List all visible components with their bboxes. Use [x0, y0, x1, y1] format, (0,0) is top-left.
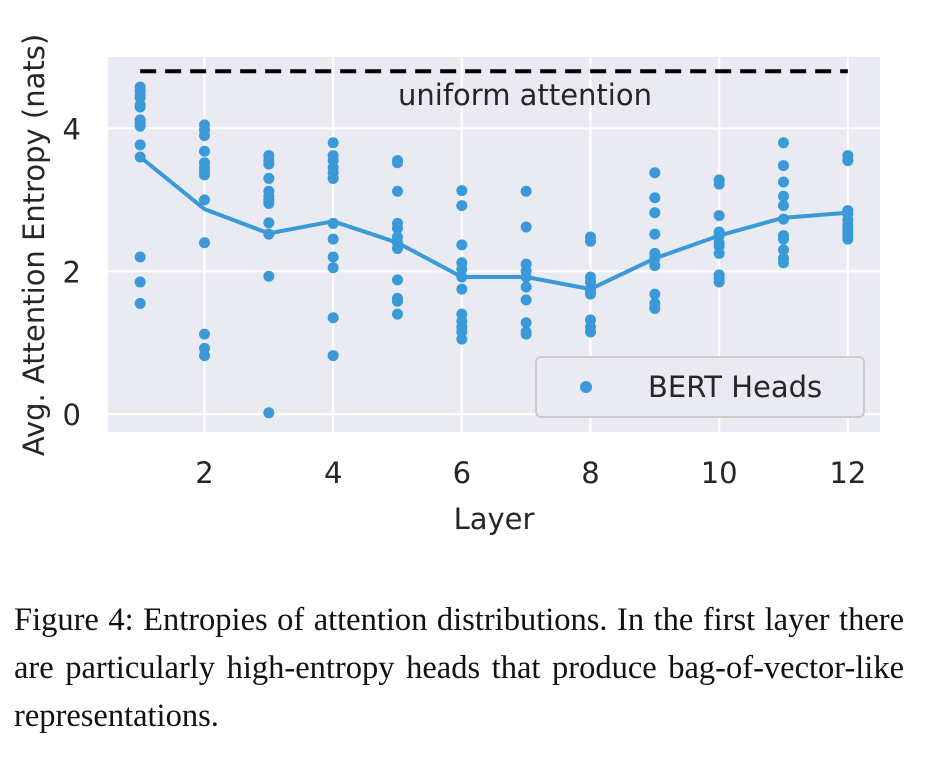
bert-head-point [263, 217, 275, 229]
y-tick-label: 2 [63, 255, 81, 289]
bert-head-point [520, 294, 532, 306]
bert-head-point [392, 295, 403, 307]
bert-head-point [778, 233, 789, 245]
mean-entropy-path [138, 155, 848, 292]
bert-head-point [327, 350, 339, 362]
bert-head-point [392, 308, 403, 320]
bert-head-point [199, 194, 210, 206]
bert-head-point [456, 271, 468, 283]
y-axis-label: Avg. Attention Entropy (nats) [17, 34, 51, 456]
bert-head-point [134, 251, 146, 263]
bert-head-point [778, 160, 789, 172]
bert-head-point [263, 228, 275, 240]
bert-head-point [778, 137, 789, 149]
bert-head-point [263, 197, 275, 209]
bert-head-point [778, 190, 789, 202]
bert-head-point [134, 276, 146, 288]
bert-head-point [778, 200, 789, 212]
bert-head-point [456, 200, 468, 212]
bert-head-point [520, 317, 532, 329]
bert-head-point [392, 274, 403, 286]
bert-head-point [520, 281, 532, 293]
legend-marker [580, 381, 592, 393]
x-axis-label: Layer [454, 502, 535, 536]
y-tick-labels: 0 2 4 [63, 112, 81, 432]
bert-head-point [327, 172, 339, 184]
bert-head-point [778, 176, 789, 188]
bert-head-point [199, 350, 210, 362]
bert-head-point [649, 228, 661, 240]
bert-head-point [585, 326, 596, 338]
bert-head-point [520, 185, 532, 197]
bert-head-point [713, 276, 725, 288]
bert-head-point [199, 328, 210, 340]
bert-head-point [778, 213, 789, 225]
bert-head-point [842, 233, 854, 245]
bert-head-point [520, 221, 532, 233]
bert-head-point [199, 145, 210, 157]
bert-head-point [134, 101, 146, 113]
bert-head-point [327, 312, 339, 324]
x-tick-label: 6 [453, 456, 471, 490]
bert-head-point [392, 185, 403, 197]
bert-head-point [456, 185, 468, 197]
bert-head-point [327, 251, 339, 263]
bert-head-point [134, 139, 146, 151]
bert-head-point [456, 283, 468, 295]
bert-head-point [713, 247, 725, 259]
bert-head-point [392, 157, 403, 169]
bert-heads-points [134, 81, 854, 419]
bert-head-point [392, 242, 403, 254]
bert-head-point [585, 288, 596, 300]
legend-label: BERT Heads [648, 370, 822, 404]
x-tick-label: 4 [324, 456, 342, 490]
bert-head-point [263, 158, 275, 170]
bert-head-point [456, 239, 468, 251]
bert-head-point [778, 244, 789, 256]
y-tick-label: 4 [63, 112, 81, 146]
bert-head-point [199, 130, 210, 142]
mean-entropy-line [138, 155, 848, 292]
bert-head-point [392, 222, 403, 234]
bert-head-point [199, 237, 210, 249]
bert-head-point [327, 217, 339, 229]
bert-head-point [585, 235, 596, 247]
figure-caption: Figure 4: Entropies of attention distrib… [14, 602, 904, 734]
legend: BERT Heads [535, 356, 865, 418]
bert-head-point [649, 167, 661, 179]
bert-head-point [713, 210, 725, 222]
bert-head-point [134, 151, 146, 163]
bert-head-point [456, 333, 468, 345]
bert-head-point [134, 297, 146, 309]
bert-head-point [649, 192, 661, 204]
uniform-attention-label: uniform attention [398, 78, 652, 112]
bert-head-point [649, 260, 661, 272]
bert-head-point [520, 271, 532, 283]
bert-head-point [649, 207, 661, 219]
bert-head-point [778, 257, 789, 269]
bert-head-point [649, 288, 661, 300]
x-tick-labels: 2 4 6 8 10 12 [195, 456, 866, 490]
legend-box [535, 356, 865, 418]
y-tick-label: 0 [63, 398, 81, 432]
bert-head-point [263, 407, 275, 419]
bert-head-point [263, 270, 275, 282]
bert-head-point [327, 233, 339, 245]
x-tick-label: 10 [701, 456, 738, 490]
bert-head-point [649, 302, 661, 314]
bert-head-point [713, 178, 725, 190]
bert-head-point [520, 328, 532, 340]
bert-head-point [263, 172, 275, 184]
x-tick-label: 2 [195, 456, 213, 490]
x-tick-label: 12 [829, 456, 866, 490]
bert-head-point [456, 263, 468, 275]
x-tick-label: 8 [581, 456, 599, 490]
bert-head-point [327, 262, 339, 274]
bert-head-point [327, 137, 339, 149]
bert-head-point [134, 120, 146, 132]
bert-head-point [199, 169, 210, 181]
bert-head-point [842, 155, 854, 167]
